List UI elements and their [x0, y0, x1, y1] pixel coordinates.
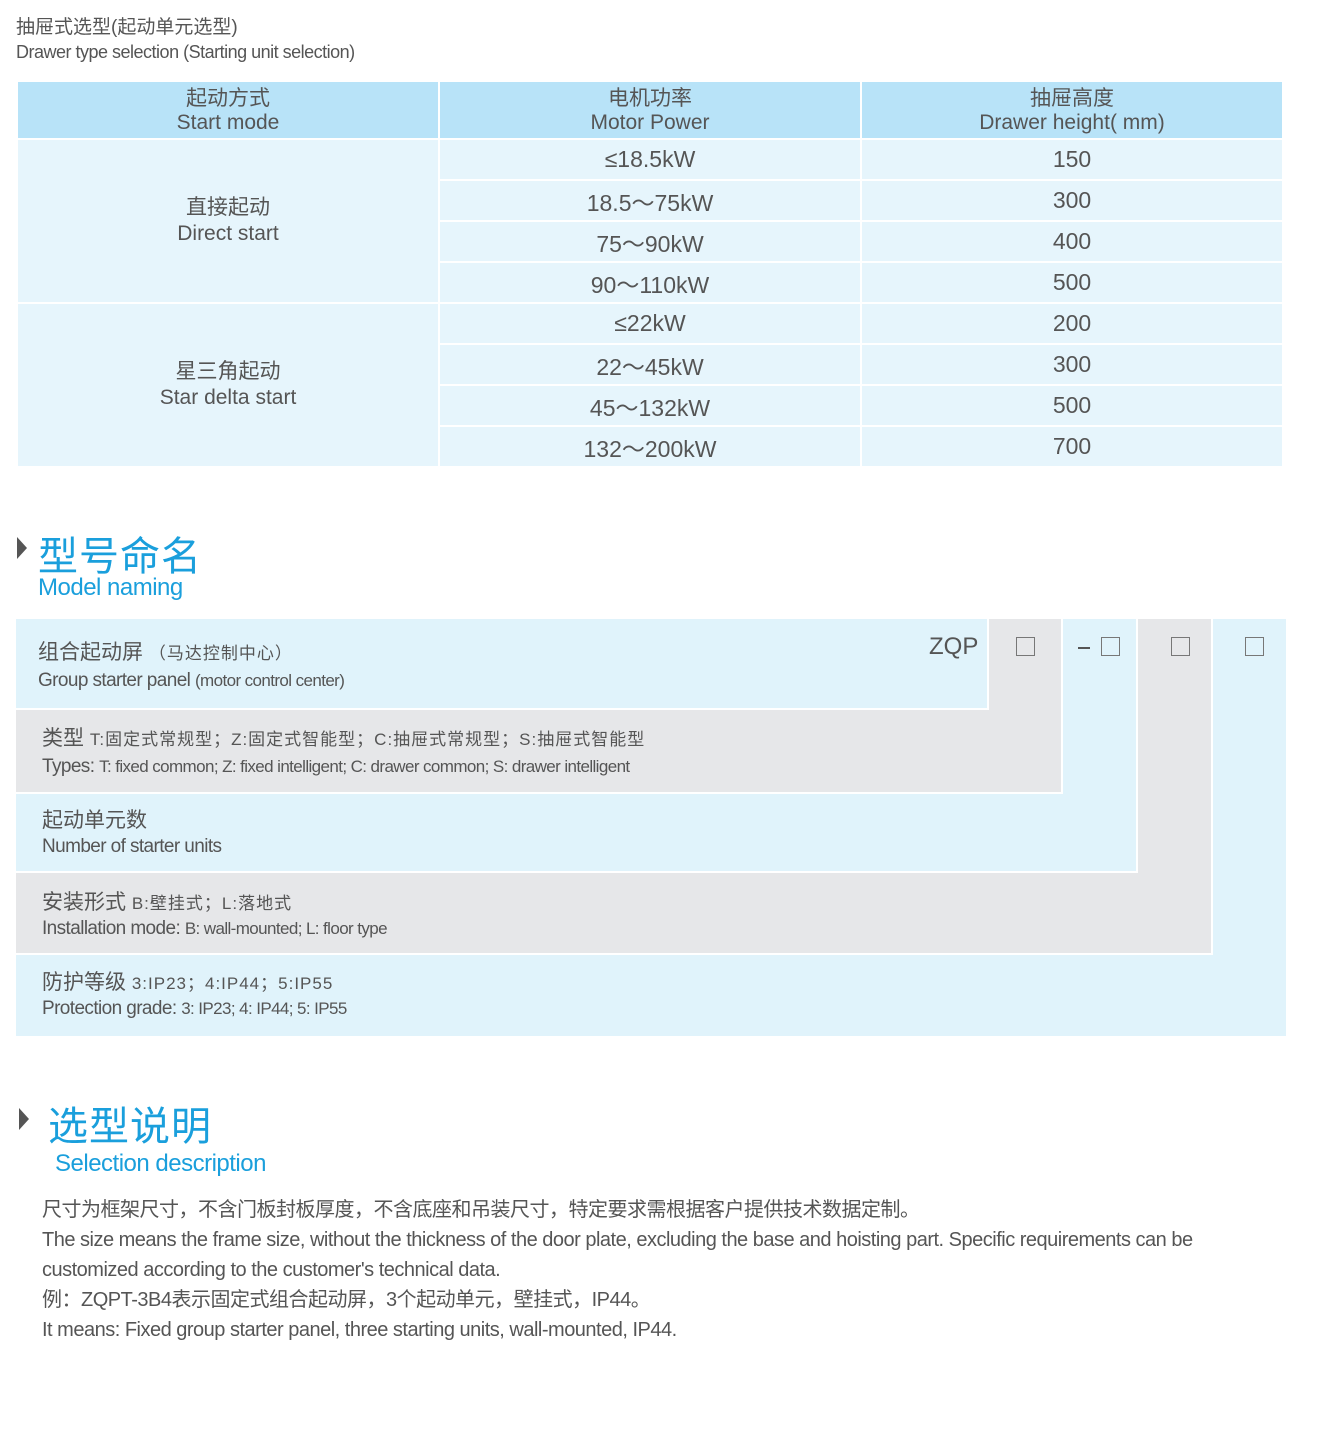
- drawer-height-cell: 700: [860, 425, 1284, 468]
- drawer-height-cell: 500: [860, 384, 1284, 427]
- naming-note-en: 3: IP23; 4: IP44; 5: IP55: [181, 999, 347, 1018]
- drawer-height-cell: 150: [860, 138, 1284, 181]
- naming-note-cn: 3:IP23；4:IP44；5:IP55: [131, 974, 334, 993]
- section-title-cn: 抽屉式选型(起动单元选型): [16, 17, 238, 38]
- column-header-drawer-height: 抽屉高度 Drawer height( mm): [860, 80, 1284, 140]
- naming-row-en: Group starter panel (motor control cente…: [38, 670, 345, 692]
- motor-power-cell: ≤18.5kW: [438, 138, 862, 181]
- motor-power-cell: 75～90kW: [438, 220, 862, 263]
- description-line: 例：ZQPT-3B4表示固定式组合起动屏，3个起动单元，壁挂式，IP44。: [42, 1289, 651, 1311]
- motor-power-cell: 132～200kW: [438, 425, 862, 468]
- naming-label-en: Protection grade:: [42, 998, 177, 1019]
- naming-row-cn: 组合起动屏 （马达控制中心）: [38, 636, 293, 666]
- naming-note-en: B: wall-mounted; L: floor type: [184, 919, 388, 938]
- naming-label-cn: 安装形式: [42, 891, 126, 914]
- naming-label-cn: 组合起动屏: [38, 641, 143, 664]
- install-placeholder-box: [1171, 637, 1190, 656]
- naming-label-cn: 类型: [42, 727, 84, 750]
- header-en: Start mode: [176, 111, 280, 134]
- motor-power-cell: 90～110kW: [438, 261, 862, 304]
- drawer-height-cell: 300: [860, 179, 1284, 222]
- section-arrow-icon: [17, 537, 27, 559]
- mode-cn: 星三角起动: [175, 360, 281, 383]
- description-line: It means: Fixed group starter panel, thr…: [42, 1319, 677, 1341]
- drawer-height-cell: 400: [860, 220, 1284, 263]
- start-mode-cell: 星三角起动 Star delta start: [16, 302, 440, 468]
- table-row: 22～45kW 300: [17, 343, 1284, 386]
- motor-power-cell: 45～132kW: [438, 384, 862, 427]
- column-header-motor-power: 电机功率 Motor Power: [438, 80, 862, 140]
- motor-power-cell: 22～45kW: [438, 343, 862, 386]
- naming-row-cn: 起动单元数: [42, 804, 147, 834]
- section-arrow-icon: [19, 1108, 29, 1130]
- naming-note-cn: （马达控制中心）: [148, 644, 293, 663]
- naming-label-en: Number of starter units: [42, 836, 222, 857]
- units-placeholder-box: [1101, 637, 1120, 656]
- header-en: Motor Power: [590, 111, 710, 134]
- naming-note-en: T: fixed common; Z: fixed intelligent; C…: [99, 757, 630, 776]
- naming-row-en: Types: T: fixed common; Z: fixed intelli…: [42, 756, 630, 778]
- table-row: 直接起动 Direct start ≤18.5kW 150: [16, 138, 1284, 304]
- description-line: The size means the frame size, without t…: [42, 1229, 1193, 1251]
- mode-en: Star delta start: [159, 386, 297, 409]
- table-row: 星三角起动 Star delta start ≤22kW 200: [16, 302, 1284, 468]
- naming-label-en: Group starter panel: [38, 670, 191, 691]
- table-row: 45～132kW 500: [17, 384, 1284, 427]
- naming-label-en: Types:: [42, 756, 95, 777]
- naming-label-cn: 起动单元数: [42, 809, 147, 832]
- naming-level-1: [16, 619, 989, 710]
- dash-separator: [1078, 647, 1090, 649]
- motor-power-cell: 18.5～75kW: [438, 179, 862, 222]
- drawer-selection-table: 起动方式 Start mode 电机功率 Motor Power 抽屉高度 Drawe…: [16, 80, 1284, 468]
- type-placeholder-box: [1016, 637, 1035, 656]
- description-text: 尺寸为框架尺寸，不含门板封板厚度，不含底座和吊装尺寸，特定要求需根据客户提供技术…: [42, 1195, 1193, 1345]
- naming-row-en: Number of starter units: [42, 836, 222, 858]
- description-line: customized according to the customer's t…: [42, 1259, 501, 1281]
- motor-power-cell: ≤22kW: [438, 302, 862, 345]
- selection-title-cn: 选型说明: [48, 1105, 212, 1149]
- start-mode-cell: 直接起动 Direct start: [16, 138, 440, 304]
- naming-row-cn: 防护等级 3:IP23；4:IP44；5:IP55: [42, 966, 333, 996]
- naming-row-en: Protection grade: 3: IP23; 4: IP44; 5: I…: [42, 998, 347, 1020]
- mode-cn: 直接起动: [186, 196, 270, 219]
- naming-note-cn: B:壁挂式；L:落地式: [131, 894, 293, 913]
- naming-label-cn: 防护等级: [42, 971, 126, 994]
- table-row: 18.5～75kW 300: [17, 179, 1284, 222]
- naming-note-en: (motor control center): [195, 671, 345, 690]
- model-naming-title-en: Model naming: [38, 574, 183, 601]
- drawer-height-cell: 300: [860, 343, 1284, 386]
- drawer-height-cell: 500: [860, 261, 1284, 304]
- table-row: 132～200kW 700: [17, 425, 1284, 468]
- header-cn: 抽屉高度: [1030, 87, 1114, 110]
- model-prefix: ZQP: [929, 633, 979, 660]
- drawer-height-cell: 200: [860, 302, 1284, 345]
- naming-label-en: Installation mode:: [42, 918, 181, 939]
- table-header-row: 起动方式 Start mode 电机功率 Motor Power 抽屉高度 Drawe…: [16, 80, 1284, 140]
- mode-en: Direct start: [177, 222, 279, 245]
- model-naming-title-cn: 型号命名: [38, 535, 202, 579]
- description-line: 尺寸为框架尺寸，不含门板封板厚度，不含底座和吊装尺寸，特定要求需根据客户提供技术…: [42, 1199, 920, 1221]
- protection-placeholder-box: [1245, 637, 1264, 656]
- naming-row-cn: 安装形式 B:壁挂式；L:落地式: [42, 886, 292, 916]
- section-title-en: Drawer type selection (Starting unit sel…: [16, 42, 355, 62]
- table-row: 90～110kW 500: [17, 261, 1284, 304]
- table-row: 75～90kW 400: [17, 220, 1284, 263]
- selection-title-en: Selection description: [55, 1150, 266, 1177]
- header-cn: 电机功率: [608, 87, 692, 110]
- naming-row-en: Installation mode: B: wall-mounted; L: f…: [42, 918, 388, 940]
- header-cn: 起动方式: [186, 87, 270, 110]
- naming-row-cn: 类型 T:固定式常规型；Z:固定式智能型；C:抽屉式常规型；S:抽屉式智能型: [42, 722, 645, 752]
- naming-note-cn: T:固定式常规型；Z:固定式智能型；C:抽屉式常规型；S:抽屉式智能型: [89, 730, 646, 749]
- header-en: Drawer height( mm): [979, 111, 1165, 134]
- column-header-start-mode: 起动方式 Start mode: [16, 80, 440, 140]
